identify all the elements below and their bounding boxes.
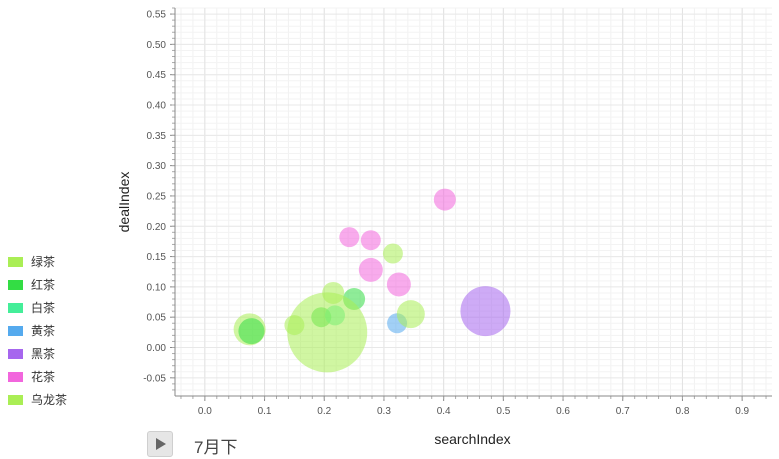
axes: 0.0 0.1 0.2 0.3 0.4 0.5 0.6 0.7 0.8 0.9 -0.05 0.00 0… xyxy=(143,7,772,417)
bubble-point[interactable] xyxy=(238,318,265,345)
y-tick-label: 0.50 xyxy=(147,40,167,51)
legend-swatch xyxy=(8,302,23,313)
x-tick-label: 0.8 xyxy=(675,406,689,417)
legend-label: 红茶 xyxy=(31,278,56,292)
x-tick-label: 0.5 xyxy=(496,406,510,417)
x-tick-label: 0.4 xyxy=(437,406,451,417)
y-tick-label: 0.15 xyxy=(147,252,167,263)
bubble-layer xyxy=(233,188,511,373)
legend-label: 乌龙茶 xyxy=(31,393,68,407)
y-axis-title: dealIndex xyxy=(116,172,132,233)
grid xyxy=(175,7,772,396)
legend-swatch xyxy=(8,325,23,336)
bubble-point[interactable] xyxy=(460,286,511,337)
legend-item[interactable]: 绿茶 xyxy=(8,250,67,273)
play-icon xyxy=(156,438,166,450)
bubble-point[interactable] xyxy=(360,230,381,251)
legend-swatch xyxy=(8,256,23,267)
y-tick-label: 0.40 xyxy=(147,101,167,112)
y-tick-label: 0.35 xyxy=(147,131,167,142)
legend-label: 黑茶 xyxy=(31,347,56,361)
legend: 绿茶红茶白茶黄茶黑茶花茶乌龙茶 xyxy=(8,250,67,411)
bubble-point[interactable] xyxy=(287,292,368,373)
y-tick-label: 0.30 xyxy=(147,161,167,172)
legend-item[interactable]: 花茶 xyxy=(8,365,67,388)
legend-item[interactable]: 乌龙茶 xyxy=(8,388,67,411)
bubble-point[interactable] xyxy=(284,315,305,336)
bubble-point[interactable] xyxy=(396,300,425,329)
y-tick-label: 0.55 xyxy=(147,10,167,21)
y-tick-label: 0.00 xyxy=(147,343,167,354)
bubble-point[interactable] xyxy=(433,188,456,211)
x-tick-label: 0.2 xyxy=(317,406,331,417)
y-tick-label: 0.10 xyxy=(147,282,167,293)
y-tick-label: 0.25 xyxy=(147,191,167,202)
legend-label: 白茶 xyxy=(31,301,56,315)
bubble-point[interactable] xyxy=(386,272,411,297)
legend-label: 绿茶 xyxy=(31,255,56,269)
x-tick-label: 0.0 xyxy=(198,406,212,417)
x-tick-label: 0.9 xyxy=(735,406,749,417)
x-tick-label: 0.6 xyxy=(556,406,570,417)
y-tick-label: 0.20 xyxy=(147,222,167,233)
x-tick-label: 0.7 xyxy=(616,406,630,417)
legend-swatch xyxy=(8,371,23,382)
x-tick-label: 0.1 xyxy=(258,406,272,417)
x-axis-title: searchIndex xyxy=(434,431,510,447)
y-tick-label: 0.45 xyxy=(147,70,167,81)
legend-swatch xyxy=(8,348,23,359)
legend-item[interactable]: 白茶 xyxy=(8,296,67,319)
legend-label: 花茶 xyxy=(31,370,56,384)
play-button[interactable] xyxy=(147,431,173,457)
legend-item[interactable]: 黄茶 xyxy=(8,319,67,342)
bubble-point[interactable] xyxy=(382,243,403,264)
legend-swatch xyxy=(8,394,23,405)
legend-item[interactable]: 红茶 xyxy=(8,273,67,296)
x-tick-label: 0.3 xyxy=(377,406,391,417)
bubble-point[interactable] xyxy=(339,227,360,248)
bubble-point[interactable] xyxy=(358,257,383,282)
y-tick-label: -0.05 xyxy=(143,373,166,384)
legend-label: 黄茶 xyxy=(31,324,56,338)
timeline-current-label: 7月下 xyxy=(194,438,238,457)
legend-item[interactable]: 黑茶 xyxy=(8,342,67,365)
y-tick-label: 0.05 xyxy=(147,313,167,324)
legend-swatch xyxy=(8,279,23,290)
